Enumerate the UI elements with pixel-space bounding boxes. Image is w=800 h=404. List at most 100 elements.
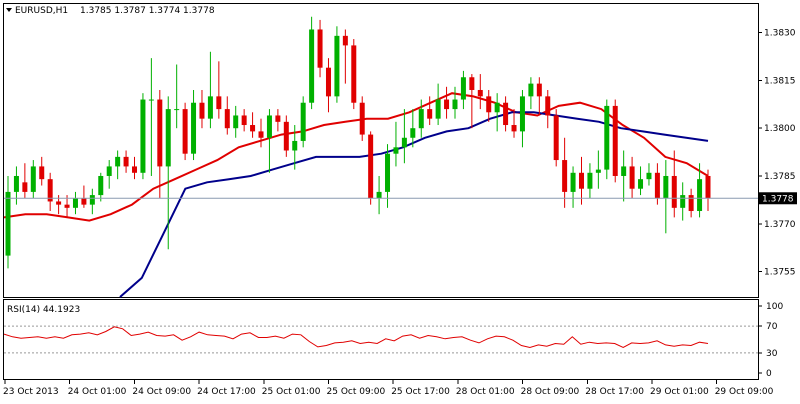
candle-body	[604, 105, 610, 170]
candle-body	[13, 175, 19, 192]
candle-body	[587, 172, 593, 189]
candle-body	[368, 134, 374, 199]
candle-body	[688, 195, 694, 212]
candle-body	[528, 83, 534, 97]
candle-body	[250, 125, 256, 132]
candle-body	[300, 102, 306, 141]
candle-body	[317, 29, 323, 68]
candle-body	[106, 166, 112, 176]
candle-body	[477, 89, 483, 97]
candle-body	[418, 109, 424, 129]
candle-body	[22, 182, 28, 192]
candle-body	[562, 160, 568, 192]
candle-body	[325, 67, 331, 97]
price-tick-label: 1.3800	[764, 124, 796, 134]
time-tick-label: 24 Oct 01:00	[68, 387, 127, 397]
moving-average-lines	[3, 92, 709, 298]
time-tick-label: 28 Oct 09:00	[521, 387, 580, 397]
candle-body	[519, 96, 525, 132]
candle-body	[697, 179, 703, 212]
candle-body	[612, 105, 618, 176]
rsi-tick-label: 0	[766, 369, 772, 379]
current-price-badge	[759, 192, 797, 205]
candle-body	[376, 191, 382, 199]
current-price-label: 1.3778	[762, 194, 794, 204]
price-tick-label: 1.3770	[764, 220, 796, 230]
candle-body	[427, 109, 433, 119]
candle-body	[351, 45, 357, 103]
rsi-tick-label: 100	[766, 302, 783, 312]
fast-ma-line	[3, 92, 709, 222]
candle-body	[174, 109, 180, 111]
candle-body	[469, 77, 475, 90]
rsi-level-lines	[4, 325, 758, 354]
candle-body	[241, 115, 247, 126]
time-tick-label: 25 Oct 01:00	[262, 387, 321, 397]
ohlc-readout: 1.3785 1.3787 1.3774 1.3778	[80, 6, 215, 16]
candle-body	[410, 128, 416, 138]
time-tick-label: 23 Oct 2013	[3, 387, 59, 397]
time-tick-label: 28 Oct 01:00	[456, 387, 515, 397]
candle-body	[233, 115, 239, 129]
candle-body	[283, 121, 289, 151]
candle-body	[30, 166, 36, 192]
time-axis: 23 Oct 2013 24 Oct 01:00 24 Oct 09:00 24 Oc…	[3, 380, 774, 397]
candle-body	[545, 96, 551, 116]
candle-body	[148, 99, 154, 101]
candle-body	[663, 175, 669, 199]
rsi-axis: 100 70 30 0	[758, 302, 783, 379]
candle-body	[494, 102, 500, 113]
price-panel-frame	[3, 3, 759, 298]
time-tick-label: 29 Oct 09:00	[715, 387, 774, 397]
candle-body	[503, 102, 509, 126]
candle-body	[216, 96, 222, 110]
candle-body	[629, 166, 635, 189]
slow-ma-line	[119, 111, 709, 298]
candle-body	[435, 99, 441, 119]
candle-body	[199, 102, 205, 119]
candle-body	[115, 156, 121, 167]
price-tick-label: 1.3755	[764, 268, 796, 278]
candle-body	[444, 99, 450, 110]
candle-body	[81, 198, 87, 205]
time-tick-label: 28 Oct 17:00	[585, 387, 644, 397]
candle-body	[359, 102, 365, 135]
candle-body	[342, 35, 348, 46]
rsi-line	[3, 326, 709, 349]
candle-body	[39, 166, 45, 180]
candle-body	[309, 29, 315, 103]
candle-body	[165, 109, 171, 167]
candle-body	[47, 179, 53, 202]
candle-body	[191, 102, 197, 154]
rsi-label: RSI(14) 44.1923	[7, 305, 80, 315]
candle-body	[275, 115, 281, 122]
candle-body	[638, 179, 644, 189]
rsi-panel-frame	[3, 299, 759, 380]
candle-body	[157, 99, 163, 167]
candle-body	[5, 191, 11, 256]
candle-body	[98, 175, 104, 196]
candle-body	[654, 172, 660, 199]
time-tick-label: 25 Oct 17:00	[391, 387, 450, 397]
candle-body	[64, 204, 70, 208]
price-tick-label: 1.3815	[764, 76, 796, 86]
candle-body	[393, 147, 399, 154]
candle-body	[140, 99, 146, 173]
candle-body	[224, 109, 230, 129]
candle-body	[511, 125, 517, 132]
candle-body	[680, 195, 686, 208]
candle-body	[258, 131, 264, 138]
candle-body	[123, 156, 129, 167]
candle-body	[553, 115, 559, 161]
candle-body	[595, 169, 601, 173]
candle-body	[460, 77, 466, 100]
candle-body	[266, 115, 272, 138]
candle-body	[486, 96, 492, 113]
dropdown-triangle-icon[interactable]	[6, 8, 12, 12]
time-tick-label: 25 Oct 09:00	[327, 387, 386, 397]
candle-body	[401, 137, 407, 148]
rsi-tick-label: 30	[766, 349, 778, 359]
price-axis: 1.3830 1.3815 1.3800 1.3785 1.3770 1.3755	[758, 29, 796, 278]
